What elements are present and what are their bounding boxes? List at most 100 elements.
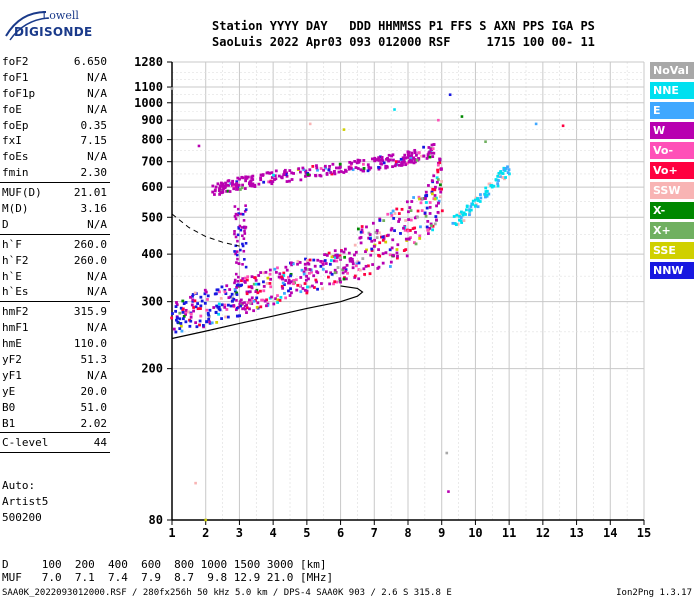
echo-point <box>228 190 232 193</box>
echo-point <box>393 212 397 215</box>
x-tick-label: 8 <box>404 526 411 540</box>
echo-point <box>256 301 260 305</box>
echo-point <box>394 162 398 166</box>
echo-point <box>436 210 440 214</box>
echo-point <box>235 187 238 191</box>
echo-point <box>241 183 245 187</box>
legend-item: Vo+ <box>650 162 694 179</box>
echo-point <box>220 285 224 289</box>
echo-point <box>404 237 408 241</box>
legend-item: W <box>650 122 694 139</box>
param-name: h`F2 <box>2 253 29 267</box>
echo-point <box>433 197 437 201</box>
logo-digisonde-text: DIGISONDE <box>14 25 93 39</box>
echo-point <box>378 159 381 162</box>
echo-point <box>223 290 227 294</box>
echo-point <box>479 193 482 196</box>
echo-point <box>381 252 385 256</box>
echo-point <box>230 292 234 296</box>
echo-point <box>176 320 180 324</box>
echo-point <box>488 182 492 186</box>
echo-point <box>338 162 342 166</box>
echo-point <box>425 201 428 204</box>
echo-point <box>250 302 254 306</box>
y-tick-label: 300 <box>141 295 163 309</box>
param-value: 2.02 <box>80 416 108 430</box>
echo-point <box>236 233 240 237</box>
echo-point <box>241 242 244 246</box>
echo-point <box>220 181 223 185</box>
param-name: fxI <box>2 134 22 148</box>
y-tick-label: 80 <box>149 513 163 527</box>
echo-point <box>499 170 503 173</box>
echo-point <box>308 168 312 172</box>
echo-point <box>393 229 396 233</box>
echo-point <box>405 162 409 165</box>
param-value: N/A <box>87 321 107 335</box>
echo-point <box>428 205 432 209</box>
echo-point <box>426 228 430 232</box>
echo-point <box>270 295 273 299</box>
echo-point <box>245 311 248 314</box>
echo-point <box>314 278 318 282</box>
echo-point <box>461 213 465 217</box>
echo-point <box>423 211 427 215</box>
echo-point <box>367 231 371 235</box>
echo-point <box>220 317 223 320</box>
param-name: M(D) <box>2 202 29 216</box>
echo-point <box>239 304 242 308</box>
echo-point <box>353 276 357 279</box>
echo-point <box>334 253 338 257</box>
echo-point <box>237 226 240 229</box>
echo-point <box>409 236 412 240</box>
echo-point <box>329 171 333 174</box>
echo-point <box>178 327 182 331</box>
echo-point <box>248 184 252 187</box>
param-row: hmF1 N/A <box>0 320 110 336</box>
param-value: 7.15 <box>80 134 108 148</box>
echo-point <box>413 158 417 161</box>
echo-point <box>175 301 178 304</box>
echo-point <box>366 163 370 167</box>
echo-point <box>339 170 343 173</box>
echo-point <box>338 254 342 258</box>
echo-point <box>245 290 249 294</box>
echo-point <box>217 189 221 193</box>
echo-point <box>304 169 307 173</box>
echo-point <box>243 229 246 233</box>
echo-point <box>206 298 209 301</box>
echo-point <box>468 209 472 213</box>
echo-point <box>181 307 185 311</box>
echo-point <box>174 309 178 313</box>
echo-point <box>382 161 386 165</box>
echo-point <box>201 324 205 327</box>
echo-point <box>421 197 425 200</box>
echo-point <box>377 156 381 160</box>
echo-point <box>226 189 230 193</box>
echo-point <box>370 247 374 251</box>
echo-point <box>400 207 404 211</box>
echo-point <box>390 246 394 250</box>
echo-point <box>399 157 403 161</box>
param-row: foF1p N/A <box>0 86 110 102</box>
echo-point <box>235 253 239 257</box>
echo-point <box>243 304 247 308</box>
echo-point <box>328 164 331 168</box>
echo-point <box>436 178 440 181</box>
x-tick-label: 15 <box>637 526 651 540</box>
echo-point <box>235 314 239 318</box>
echo-point <box>398 217 401 221</box>
echo-point <box>224 183 228 187</box>
echo-point <box>254 278 258 282</box>
echo-point <box>323 253 326 257</box>
echo-point <box>357 277 361 281</box>
echo-point <box>354 166 358 169</box>
echo-point <box>248 180 252 184</box>
param-row: D N/A <box>0 217 110 233</box>
echo-point <box>497 173 501 177</box>
echo-point <box>439 168 443 171</box>
echo-point <box>241 263 244 266</box>
echo-point <box>308 268 312 271</box>
echo-point <box>215 304 219 308</box>
echo-point <box>226 303 230 307</box>
